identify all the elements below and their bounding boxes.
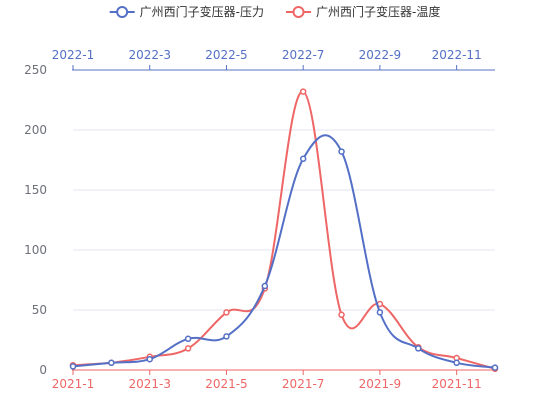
legend-item[interactable]: 广州西门子变压器-压力 — [109, 4, 264, 19]
data-point[interactable] — [223, 309, 230, 316]
legend-item[interactable]: 广州西门子变压器-温度 — [286, 4, 440, 19]
legend-label: 广州西门子变压器-压力 — [140, 4, 264, 19]
data-point[interactable] — [108, 359, 115, 367]
x-bottom-tick-label: 2021-3 — [128, 377, 171, 391]
grid-layer — [73, 69, 495, 311]
data-point[interactable] — [299, 155, 307, 163]
data-point[interactable] — [146, 355, 153, 363]
y-tick-label: 150 — [24, 183, 47, 197]
data-point[interactable] — [415, 345, 422, 352]
x-bottom-tick-label: 2021-11 — [432, 377, 482, 391]
legend[interactable]: 广州西门子变压器-压力 广州西门子变压器-温度 — [109, 4, 441, 19]
x-bottom-tick-label: 2021-5 — [205, 377, 248, 391]
x-top-tick-label: 2022-7 — [282, 48, 325, 62]
y-tick-label: 50 — [32, 303, 47, 317]
x-top-tick-label: 2022-3 — [128, 48, 171, 62]
data-point[interactable] — [338, 148, 345, 155]
data-point[interactable] — [223, 333, 230, 340]
data-point[interactable] — [376, 309, 384, 316]
series-line — [72, 90, 496, 370]
x-top-tick-label: 2022-9 — [359, 48, 402, 62]
x-bottom-tick-label: 2021-9 — [359, 377, 402, 391]
legend-marker-icon — [292, 6, 305, 18]
data-point[interactable] — [491, 364, 499, 371]
series-layer — [69, 88, 499, 373]
data-point[interactable] — [338, 311, 345, 319]
y-tick-label: 0 — [39, 363, 47, 377]
legend-label: 广州西门子变压器-温度 — [316, 4, 440, 19]
axis-layer: 0 50 100 150 200 250 2021-1 2021-3 2021-5 2021-7 2… — [24, 48, 495, 391]
data-point[interactable] — [184, 335, 192, 343]
data-point[interactable] — [453, 359, 460, 367]
data-point[interactable] — [184, 345, 192, 352]
x-top-tick-label: 2022-11 — [432, 48, 482, 62]
x-top-tick-label: 2022-1 — [52, 48, 95, 62]
legend-marker-icon — [116, 6, 129, 18]
series-2 — [69, 88, 499, 373]
x-bottom-tick-label: 2021-7 — [282, 377, 325, 391]
y-tick-label: 100 — [24, 243, 47, 257]
y-tick-label: 200 — [24, 123, 47, 137]
series-1 — [69, 134, 499, 371]
data-point[interactable] — [261, 282, 269, 290]
data-point[interactable] — [299, 88, 307, 95]
x-top-tick-label: 2022-5 — [205, 48, 248, 62]
x-bottom-tick-label: 2021-1 — [52, 377, 95, 391]
data-point[interactable] — [69, 363, 77, 370]
y-tick-label: 250 — [24, 63, 47, 77]
